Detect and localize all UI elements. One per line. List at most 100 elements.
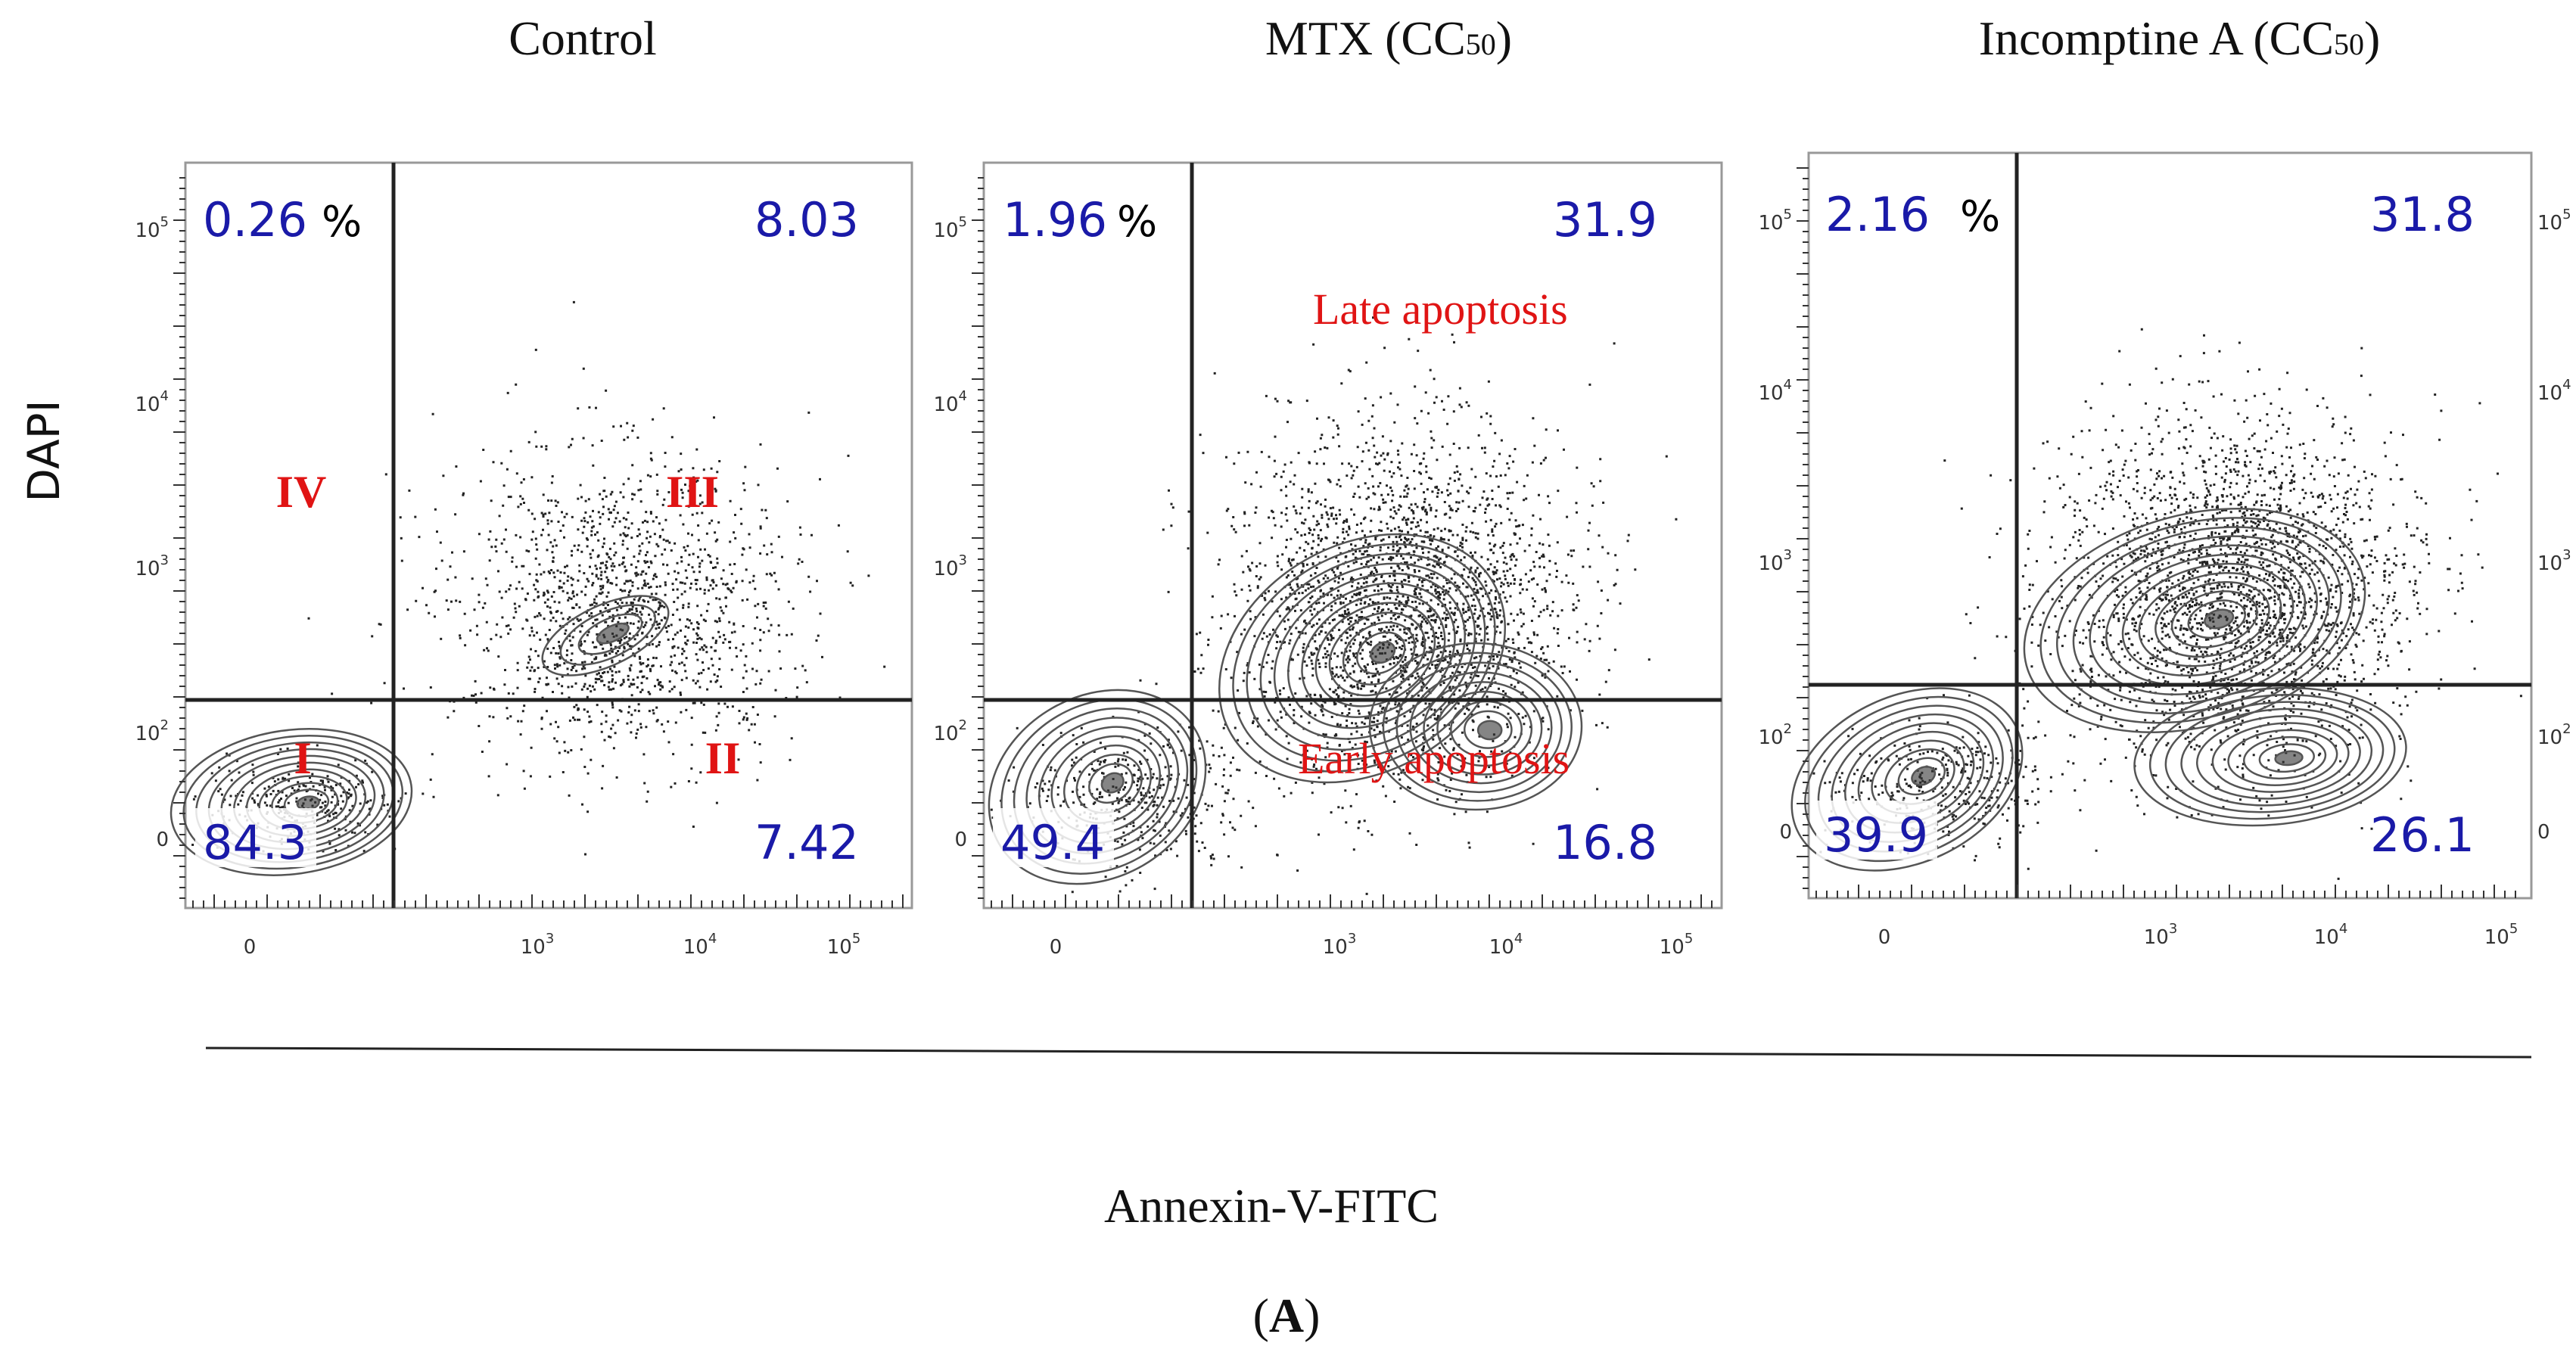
contour-level <box>2204 608 2235 630</box>
contour-level <box>2154 581 2270 658</box>
contour-level <box>1100 772 1125 794</box>
x-tick-label: 103 <box>1323 931 1357 959</box>
panel-title-control: Control <box>509 11 657 65</box>
quadrant-upper-left: 0.26 <box>203 192 307 247</box>
contour-level <box>1911 766 1937 786</box>
y-tick-label: 102 <box>2537 721 2571 749</box>
contour-level <box>1476 720 1503 741</box>
contour-level <box>1370 641 1396 664</box>
y-tick-label: 103 <box>933 552 967 580</box>
y-tick-label: 102 <box>1758 721 1792 749</box>
y-tick-label: 104 <box>2537 377 2571 405</box>
region-label-iii: III <box>666 467 719 517</box>
y-tick-label: 0 <box>954 829 967 851</box>
contour-level <box>1356 631 1406 675</box>
contour-level <box>1423 681 1543 776</box>
contour-level <box>541 595 670 676</box>
contour-level <box>2195 714 2361 800</box>
contour-level <box>2023 507 2366 734</box>
contour-level <box>1368 642 1583 811</box>
y-tick-label: 102 <box>135 717 169 745</box>
y-tick-label: 103 <box>2537 547 2571 575</box>
y-tick-label: 103 <box>135 552 169 580</box>
contour-level <box>1218 533 1506 784</box>
quadrant-lower-left: 49.4 <box>1000 815 1105 870</box>
contour-level <box>1088 763 1134 804</box>
x-tick-label: 105 <box>1660 931 1694 959</box>
quadrant-upper-right: 8.03 <box>754 192 859 247</box>
y-tick-label: 0 <box>156 829 169 851</box>
x-axis-label: Annexin-V-FITC <box>1104 1179 1439 1233</box>
label-backdrop <box>1816 801 1937 860</box>
panel-label: (A) <box>1253 1289 1321 1342</box>
contour-level <box>2121 562 2294 677</box>
contour-level <box>2133 686 2407 827</box>
quadrant-upper-right: 31.9 <box>1553 192 1657 247</box>
label-backdrop <box>195 808 316 867</box>
axis-ticks: 0 103 104 105 0 102 103 104 105 <box>135 177 904 959</box>
region-label-ii: II <box>705 733 741 783</box>
minor-ticks <box>1797 167 2516 898</box>
contour-level <box>577 613 643 655</box>
quadrant-upper-left: 2.16 <box>1825 187 1930 242</box>
contour-level <box>1382 652 1573 802</box>
x-tick-label: 104 <box>683 931 717 959</box>
contour-level <box>2243 735 2327 780</box>
panel-control: 0 103 104 105 0 102 103 104 105 0.26 % 8.03 84.3… <box>135 161 913 959</box>
region-label-i: I <box>294 733 311 783</box>
quadrant-lower-left: 84.3 <box>203 815 307 870</box>
x-tick-label: 103 <box>2144 921 2178 949</box>
contour-level <box>1063 744 1152 824</box>
contour-level <box>2089 544 2318 695</box>
y-tick-label: 104 <box>933 388 967 416</box>
y-tick-label: 105 <box>1758 207 1792 235</box>
contour-level <box>2039 517 2354 724</box>
percent-sign: % <box>1960 192 2000 241</box>
y-tick-label: 0 <box>1779 821 1792 844</box>
contour-level <box>2164 701 2385 813</box>
quadrant-upper-right: 31.8 <box>2370 187 2475 242</box>
contour-level <box>2138 571 2282 667</box>
x-tick-label: 103 <box>521 931 555 959</box>
contour-level <box>1342 621 1416 686</box>
panel-mtx: 0 103 104 105 0 102 103 104 105 1.96 % 31.9 49.4… <box>933 161 1723 959</box>
contour-level <box>1314 602 1436 707</box>
x-tick-label: 104 <box>1489 931 1523 959</box>
annotation-late-apoptosis: Late apoptosis <box>1313 285 1568 334</box>
quadrant-upper-left: 1.96 <box>1003 192 1107 247</box>
contour-level <box>2187 599 2247 639</box>
shared-x-axis-line <box>205 1046 2532 1059</box>
contour-level <box>2170 590 2258 648</box>
contour-level <box>1884 748 1955 805</box>
region-label-iv: IV <box>276 467 327 517</box>
quadrant-lower-right: 16.8 <box>1553 815 1657 870</box>
x-tick-label: 104 <box>2314 921 2348 949</box>
y-tick-label: 105 <box>933 214 967 242</box>
y-axis-label: DAPI <box>18 400 70 502</box>
percent-sign: % <box>1117 197 1157 247</box>
quadrant-lower-left: 39.9 <box>1824 807 1928 863</box>
minor-ticks <box>173 177 904 908</box>
y-tick-label: 105 <box>2537 207 2571 235</box>
contour-level <box>1409 671 1553 785</box>
contour-level <box>1395 661 1563 794</box>
contour-level <box>1897 757 1946 796</box>
x-tick-label: 0 <box>1050 936 1062 959</box>
y-tick-label: 102 <box>933 717 967 745</box>
panel-title-incomptine: Incomptine A (CC50) <box>1979 11 2381 65</box>
contour-level <box>2180 707 2373 807</box>
contour-level <box>1328 611 1426 697</box>
contour-level <box>2211 722 2350 793</box>
contour-level <box>2258 743 2315 773</box>
contour-level <box>596 622 630 645</box>
contour-level <box>2105 553 2307 686</box>
contour-level <box>559 604 656 666</box>
x-tick-label: 105 <box>827 931 861 959</box>
contour-level <box>1246 552 1486 762</box>
y-tick-label: 103 <box>1758 547 1792 575</box>
contour-level <box>2274 750 2304 767</box>
label-backdrop <box>993 808 1114 867</box>
y-tick-label: 105 <box>135 214 169 242</box>
x-tick-label: 0 <box>1878 926 1891 949</box>
